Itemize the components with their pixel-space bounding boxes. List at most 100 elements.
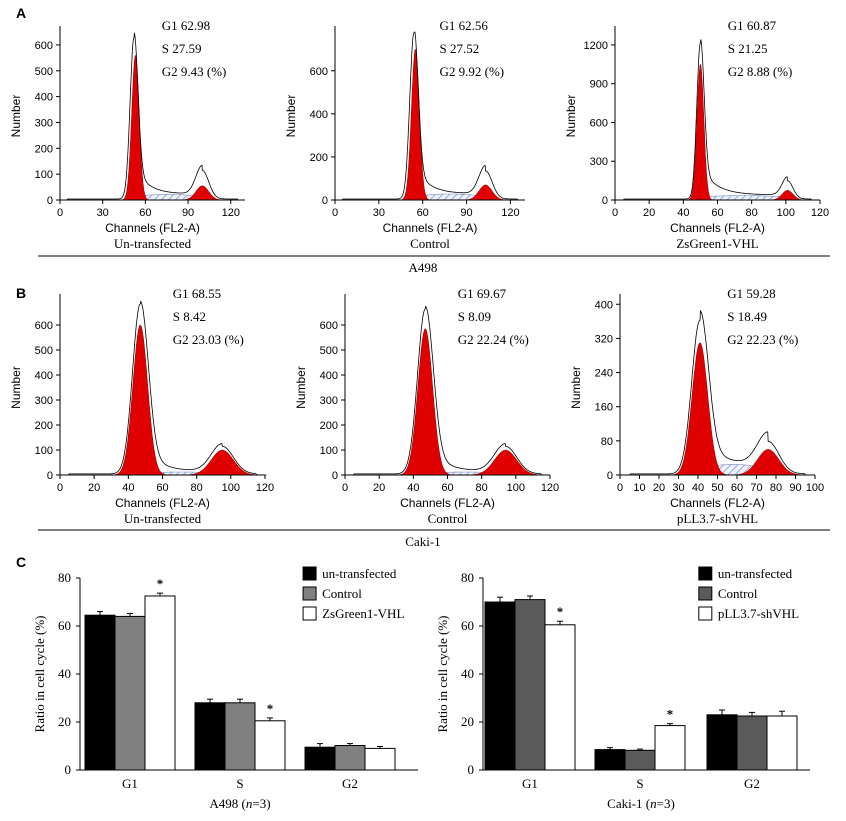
bar-s-control — [624, 749, 656, 771]
y-tick-label: 900 — [590, 79, 608, 91]
bar-g2-control — [736, 715, 768, 771]
y-tick-label: 80 — [601, 436, 613, 448]
x-axis-title: Channels (FL2-A) — [115, 496, 210, 510]
y-tick-label: 500 — [320, 345, 338, 357]
x-tick-label: 80 — [770, 482, 782, 494]
histogram-4: 0 20 40 60 80 100 120 0 100 200 300 400 500 600 Number… — [9, 286, 274, 526]
x-tick-label: 50 — [711, 482, 723, 494]
g2-peak — [725, 449, 812, 476]
raw-histogram-outline — [620, 309, 815, 476]
y-tick-label: 100 — [320, 445, 338, 457]
y-tick-label: 160 — [595, 402, 613, 414]
g1-peak — [668, 342, 732, 476]
y-tick-label: 20 — [58, 714, 71, 729]
y-axis-title: Number — [564, 95, 578, 138]
bar-g2-zsgreen1-vhl — [364, 747, 396, 771]
category-label: S — [236, 776, 243, 791]
bar-g1-control — [514, 599, 546, 771]
bar-g1-pll3-7-shvhl — [544, 624, 576, 771]
x-tick-label: 30 — [373, 207, 385, 219]
y-tick-label: 80 — [461, 570, 474, 585]
raw-histogram-outline — [60, 300, 265, 476]
x-axis-title-suffix: =3) — [252, 796, 270, 811]
histogram-caption: Control — [410, 236, 450, 251]
x-tick-label: 40 — [692, 482, 704, 494]
histogram-2: 0 30 60 90 120 0 200 400 600 Number Channels (FL2-… — [284, 18, 525, 251]
y-axis-title: Number — [284, 95, 298, 138]
x-tick-label: 80 — [476, 482, 488, 494]
bar-g2-un-transfected — [706, 714, 738, 771]
bar-s-control — [224, 702, 256, 771]
raw-histogram-outline — [345, 305, 550, 476]
s-phase-region — [703, 195, 783, 201]
x-tick-label: 30 — [97, 207, 109, 219]
histogram-6: 0 10 20 30 40 50 60 70 80 90 100 0 80 160 240 320 400 Num… — [569, 286, 824, 526]
category-label: S — [636, 776, 643, 791]
x-tick-label: 60 — [417, 207, 429, 219]
x-axis-title: Channels (FL2-A) — [105, 221, 200, 235]
g1-peak — [686, 63, 715, 201]
significance-marker: * — [667, 707, 674, 722]
raw-histogram-outline — [615, 39, 820, 201]
legend-swatch — [302, 586, 317, 601]
y-tick-label: 300 — [320, 395, 338, 407]
y-tick-label: 600 — [310, 66, 328, 78]
bar-s-un-transfected — [594, 749, 626, 771]
bar-chart-1: 0 20 40 60 80 G1 S G2 * * Ratio in cell cycle (%) A… — [32, 566, 418, 811]
legend-swatch — [302, 566, 317, 581]
y-tick-label: 320 — [595, 333, 613, 345]
x-tick-label: 40 — [677, 207, 689, 219]
significance-marker: * — [557, 604, 564, 619]
x-tick-label: 0 — [57, 482, 63, 494]
y-tick-label: 0 — [47, 470, 53, 482]
phase-stat-label: S 27.52 — [440, 41, 480, 56]
raw-histogram-outline — [60, 32, 245, 201]
phase-stat-label: G1 60.87 — [728, 18, 777, 33]
y-tick-label: 300 — [35, 395, 53, 407]
y-tick-label: 400 — [35, 92, 53, 104]
x-tick-label: 0 — [57, 207, 63, 219]
phase-stat-label: G1 68.55 — [173, 286, 221, 301]
histogram-caption: Un-transfected — [124, 511, 202, 526]
y-tick-label: 600 — [320, 320, 338, 332]
bar-s-un-transfected — [194, 702, 226, 771]
category-label: G1 — [522, 776, 538, 791]
y-tick-label: 0 — [332, 470, 338, 482]
category-label: G2 — [342, 776, 358, 791]
y-tick-label: 0 — [65, 762, 72, 777]
y-tick-label: 0 — [602, 195, 608, 207]
x-tick-label: 90 — [789, 482, 801, 494]
legend-label: un-transfected — [718, 566, 793, 581]
histogram-3: 0 20 40 60 80 100 12003006009001200NumberChann… — [564, 18, 829, 251]
x-tick-label: 0 — [332, 207, 338, 219]
bar-s-zsgreen1-vhl — [254, 720, 286, 771]
x-axis-title: Channels (FL2-A) — [670, 496, 765, 510]
x-tick-label: 60 — [711, 207, 723, 219]
y-tick-label: 100 — [35, 169, 53, 181]
histogram-1: 0 30 60 90 120 0 100 200 300 400 500 600 Number Chann… — [9, 18, 245, 251]
x-tick-label: 60 — [139, 207, 151, 219]
histogram-caption: Control — [428, 511, 468, 526]
y-tick-label: 0 — [468, 762, 475, 777]
g1-peak — [399, 48, 433, 201]
bar-s-pll3-7-shvhl — [654, 725, 686, 771]
y-axis-title: Number — [294, 366, 308, 409]
x-tick-label: 20 — [643, 207, 655, 219]
x-tick-label: 20 — [653, 482, 665, 494]
bar-chart-2: 0 20 40 60 80 G1 S G2 * * Ratio in cell cycle (%) C… — [435, 566, 810, 811]
phase-stat-label: G2 23.03 (%) — [173, 332, 244, 347]
phase-stat-label: S 8.09 — [458, 309, 491, 324]
g1-peak — [110, 324, 170, 476]
histogram-5: 0 20 40 60 80 100 120 0 100 200 300 400 500 600 Number… — [294, 286, 559, 526]
x-tick-label: 90 — [460, 207, 472, 219]
x-axis-title-n: n — [650, 796, 657, 811]
y-tick-label: 0 — [47, 195, 53, 207]
x-tick-label: 120 — [541, 482, 559, 494]
x-tick-label: 100 — [777, 207, 795, 219]
y-tick-label: 80 — [58, 570, 71, 585]
x-axis-title: Channels (FL2-A) — [670, 221, 765, 235]
x-tick-label: 20 — [373, 482, 385, 494]
x-tick-label: 100 — [222, 482, 240, 494]
phase-stat-label: G2 8.88 (%) — [728, 64, 793, 79]
bar-g2-un-transfected — [304, 746, 336, 771]
